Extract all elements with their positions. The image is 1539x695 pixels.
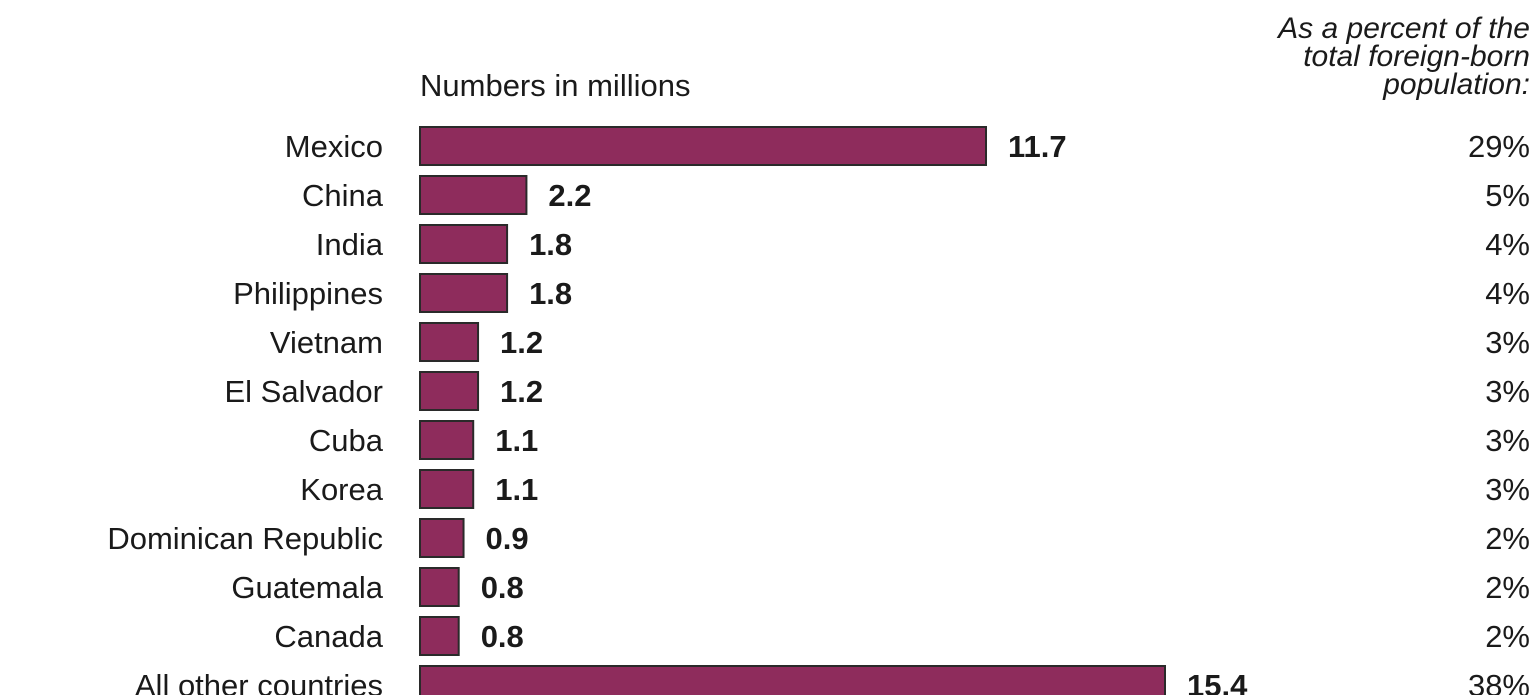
- bar-philippines: [419, 273, 509, 313]
- bar-el-salvador: [419, 371, 480, 411]
- value-label-mexico: 11.7: [1008, 129, 1067, 164]
- bar-all-other-countries: [419, 665, 1166, 695]
- percent-label-vietnam: 3%: [1485, 325, 1530, 360]
- category-label-mexico: Mexico: [285, 129, 383, 164]
- percent-label-mexico: 29%: [1468, 129, 1530, 164]
- category-label-guatemala: Guatemala: [231, 570, 383, 605]
- percent-header-line-2: total foreign-born: [1303, 40, 1530, 73]
- bar-vietnam: [419, 322, 480, 362]
- category-label-india: India: [316, 227, 384, 262]
- bar-india: [419, 224, 509, 264]
- value-label-dominican-republic: 0.9: [486, 521, 529, 556]
- units-label: Numbers in millions: [420, 68, 690, 103]
- value-label-philippines: 1.8: [529, 276, 572, 311]
- bar-dominican-republic: [419, 518, 465, 558]
- category-label-canada: Canada: [274, 619, 383, 654]
- category-label-dominican-republic: Dominican Republic: [107, 521, 383, 556]
- percent-label-korea: 3%: [1485, 472, 1530, 507]
- value-label-el-salvador: 1.2: [500, 374, 543, 409]
- category-label-vietnam: Vietnam: [270, 325, 383, 360]
- percent-label-india: 4%: [1485, 227, 1530, 262]
- bar-guatemala: [419, 567, 460, 607]
- value-label-china: 2.2: [548, 178, 591, 213]
- percent-label-cuba: 3%: [1485, 423, 1530, 458]
- bar-china: [419, 175, 528, 215]
- percent-label-guatemala: 2%: [1485, 570, 1530, 605]
- percent-header-line-3: population:: [1382, 68, 1530, 101]
- category-label-philippines: Philippines: [233, 276, 383, 311]
- value-label-all-other-countries: 15.4: [1187, 668, 1248, 695]
- category-label-korea: Korea: [300, 472, 383, 507]
- percent-label-canada: 2%: [1485, 619, 1530, 654]
- percent-label-all-other-countries: 38%: [1468, 668, 1530, 695]
- value-label-vietnam: 1.2: [500, 325, 543, 360]
- bar-korea: [419, 469, 475, 509]
- category-label-el-salvador: El Salvador: [224, 374, 383, 409]
- bar-canada: [419, 616, 460, 656]
- category-label-china: China: [302, 178, 384, 213]
- percent-label-philippines: 4%: [1485, 276, 1530, 311]
- bar-cuba: [419, 420, 475, 460]
- value-label-india: 1.8: [529, 227, 572, 262]
- value-label-guatemala: 0.8: [481, 570, 524, 605]
- percent-label-dominican-republic: 2%: [1485, 521, 1530, 556]
- value-label-cuba: 1.1: [495, 423, 538, 458]
- value-label-canada: 0.8: [481, 619, 524, 654]
- bar-mexico: [419, 126, 988, 166]
- value-label-korea: 1.1: [495, 472, 538, 507]
- category-label-cuba: Cuba: [309, 423, 384, 458]
- category-label-all-other-countries: All other countries: [135, 668, 383, 695]
- percent-header-line-1: As a percent of the: [1276, 12, 1530, 45]
- percent-label-china: 5%: [1485, 178, 1530, 213]
- percent-label-el-salvador: 3%: [1485, 374, 1530, 409]
